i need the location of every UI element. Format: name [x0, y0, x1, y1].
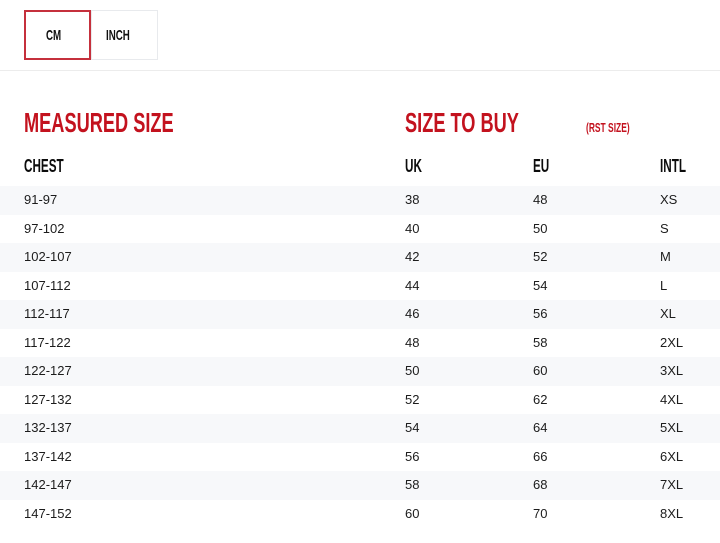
tab-cm-label: CM: [45, 26, 61, 44]
cell-chest: 147-152: [24, 505, 72, 521]
cell-chest: 91-97: [24, 192, 58, 207]
cell-intl: M: [660, 249, 671, 264]
table-row: 142-147 58 68 7XL: [0, 471, 720, 500]
tab-cm[interactable]: CM: [24, 10, 91, 60]
cell-chest: 127-132: [24, 391, 72, 407]
cell-eu: 58: [533, 334, 548, 350]
table-row: 91-97 38 48 XS: [0, 186, 720, 215]
col-header-eu: EU: [533, 156, 550, 176]
size-table-body: 91-97 38 48 XS 97-102 40 50 S 102-107 42…: [0, 186, 720, 528]
cell-intl: L: [660, 277, 668, 293]
cell-intl: 3XL: [660, 363, 684, 378]
rst-size-note: (RST SIZE): [586, 120, 630, 135]
table-row: 147-152 60 70 8XL: [0, 499, 720, 528]
cell-eu: 48: [533, 192, 548, 207]
table-row: 112-117 46 56 XL: [0, 300, 720, 329]
cell-chest: 137-142: [24, 448, 72, 464]
table-row: 107-112 44 54 L: [0, 271, 720, 300]
cell-chest: 102-107: [24, 249, 72, 264]
cell-uk: 42: [405, 249, 420, 264]
cell-chest: 132-137: [24, 420, 72, 435]
cell-eu: 70: [533, 505, 548, 521]
table-row: 102-107 42 52 M: [0, 243, 720, 272]
col-header-intl: INTL: [660, 156, 686, 176]
cell-intl: 5XL: [660, 420, 684, 435]
cell-intl: XL: [660, 306, 676, 321]
table-row: 117-122 48 58 2XL: [0, 328, 720, 357]
cell-uk: 54: [405, 420, 420, 435]
cell-chest: 122-127: [24, 363, 72, 378]
cell-eu: 54: [533, 277, 548, 293]
table-row: 137-142 56 66 6XL: [0, 442, 720, 471]
tab-inch[interactable]: INCH: [91, 10, 158, 60]
tabs-divider: [0, 70, 720, 71]
col-header-chest: CHEST: [24, 156, 64, 176]
cell-eu: 64: [533, 420, 548, 435]
measured-size-heading: MEASURED SIZE: [24, 107, 174, 138]
unit-toggle: CM INCH: [24, 10, 158, 60]
table-row: 127-132 52 62 4XL: [0, 385, 720, 414]
cell-chest: 97-102: [24, 220, 65, 236]
cell-eu: 66: [533, 448, 548, 464]
cell-intl: 6XL: [660, 448, 684, 464]
table-row: 132-137 54 64 5XL: [0, 414, 720, 443]
cell-uk: 46: [405, 306, 420, 321]
cell-eu: 50: [533, 220, 548, 236]
cell-uk: 40: [405, 220, 420, 236]
cell-chest: 142-147: [24, 477, 72, 492]
cell-uk: 58: [405, 477, 420, 492]
cell-intl: 4XL: [660, 391, 684, 407]
cell-intl: 7XL: [660, 477, 684, 492]
cell-chest: 112-117: [24, 306, 70, 321]
table-row: 122-127 50 60 3XL: [0, 357, 720, 386]
cell-eu: 52: [533, 249, 548, 264]
cell-eu: 68: [533, 477, 548, 492]
cell-eu: 56: [533, 306, 548, 321]
cell-chest: 117-122: [24, 334, 71, 350]
cell-intl: 2XL: [660, 334, 684, 350]
size-to-buy-heading: SIZE TO BUY (RST SIZE): [405, 108, 653, 143]
cell-uk: 44: [405, 277, 420, 293]
cell-chest: 107-112: [24, 277, 71, 293]
col-header-uk: UK: [405, 156, 422, 176]
section-header-row: MEASURED SIZE SIZE TO BUY (RST SIZE): [0, 108, 720, 138]
cell-uk: 48: [405, 334, 420, 350]
table-header-row: CHEST UK EU INTL: [0, 155, 720, 177]
cell-uk: 38: [405, 192, 420, 207]
cell-eu: 62: [533, 391, 548, 407]
tab-inch-label: INCH: [106, 26, 130, 44]
cell-uk: 50: [405, 363, 420, 378]
cell-intl: XS: [660, 192, 678, 207]
cell-uk: 60: [405, 505, 420, 521]
table-row: 97-102 40 50 S: [0, 214, 720, 243]
cell-uk: 56: [405, 448, 420, 464]
cell-eu: 60: [533, 363, 548, 378]
cell-uk: 52: [405, 391, 420, 407]
cell-intl: S: [660, 220, 669, 236]
cell-intl: 8XL: [660, 505, 684, 521]
